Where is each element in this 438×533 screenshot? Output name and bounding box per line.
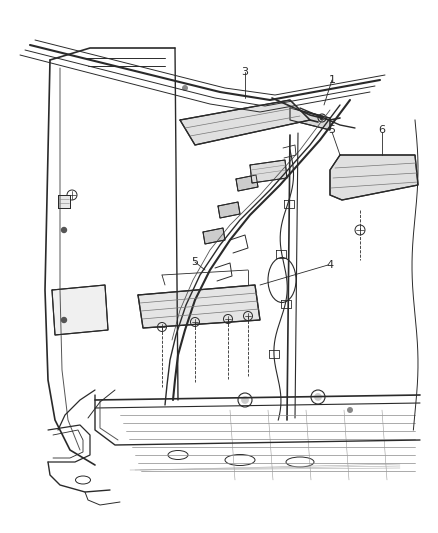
Text: 3: 3 bbox=[241, 67, 248, 77]
Polygon shape bbox=[250, 160, 287, 183]
Circle shape bbox=[320, 116, 324, 120]
Text: 6: 6 bbox=[378, 125, 385, 135]
Polygon shape bbox=[138, 285, 260, 328]
Polygon shape bbox=[290, 108, 330, 130]
Polygon shape bbox=[218, 202, 240, 218]
Circle shape bbox=[61, 228, 67, 232]
Circle shape bbox=[314, 393, 321, 400]
Polygon shape bbox=[52, 285, 108, 335]
Text: 1: 1 bbox=[328, 75, 336, 85]
Circle shape bbox=[61, 318, 67, 322]
Text: 5: 5 bbox=[191, 257, 198, 267]
Text: 4: 4 bbox=[326, 260, 334, 270]
Polygon shape bbox=[180, 100, 310, 145]
Text: 5: 5 bbox=[328, 125, 336, 135]
Polygon shape bbox=[203, 228, 225, 244]
Circle shape bbox=[241, 397, 248, 403]
Polygon shape bbox=[58, 195, 70, 208]
Polygon shape bbox=[330, 155, 418, 200]
Circle shape bbox=[347, 407, 353, 413]
Circle shape bbox=[182, 85, 188, 91]
Polygon shape bbox=[236, 175, 258, 191]
